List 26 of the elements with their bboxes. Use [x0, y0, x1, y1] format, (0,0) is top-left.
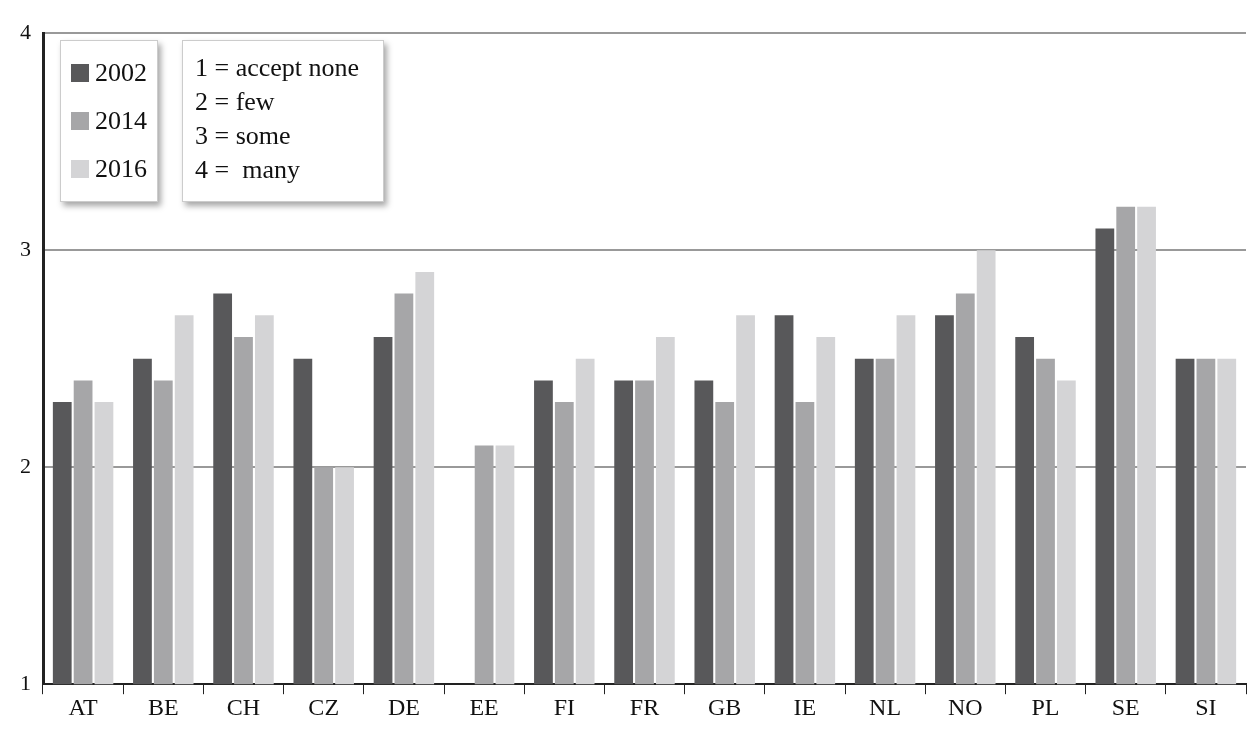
x-tick-label: PL [1031, 693, 1060, 720]
x-tick-label: DE [387, 693, 420, 720]
x-tick-label: NO [947, 693, 983, 720]
legend-label: 2002 [95, 58, 147, 88]
annotation: 2 = few [195, 86, 276, 118]
x-tick-label: FI [553, 693, 575, 720]
annotation: 3 = some [195, 120, 292, 152]
legend-label: 2016 [95, 154, 147, 184]
y-tick-label: 3 [20, 235, 31, 261]
legend-label: 2014 [95, 106, 147, 136]
x-tick-label: IE [793, 693, 817, 720]
x-tick-label: SI [1195, 693, 1217, 720]
annotation: 1 = accept none [195, 52, 360, 84]
y-tick-label: 2 [20, 452, 31, 478]
annotation: 4 = many [195, 154, 301, 186]
x-tick-label: CZ [308, 693, 340, 720]
x-tick-label: FR [629, 693, 660, 720]
x-tick-label: BE [147, 693, 179, 720]
x-tick-label: CH [226, 693, 261, 720]
x-tick-label: AT [68, 693, 99, 720]
y-tick-label: 4 [20, 18, 31, 44]
x-tick-label: NL [869, 693, 902, 720]
x-tick-label: EE [469, 693, 499, 720]
y-tick-label: 1 [20, 669, 31, 695]
x-tick-label: SE [1111, 693, 1140, 720]
x-tick-label: GB [708, 693, 742, 720]
